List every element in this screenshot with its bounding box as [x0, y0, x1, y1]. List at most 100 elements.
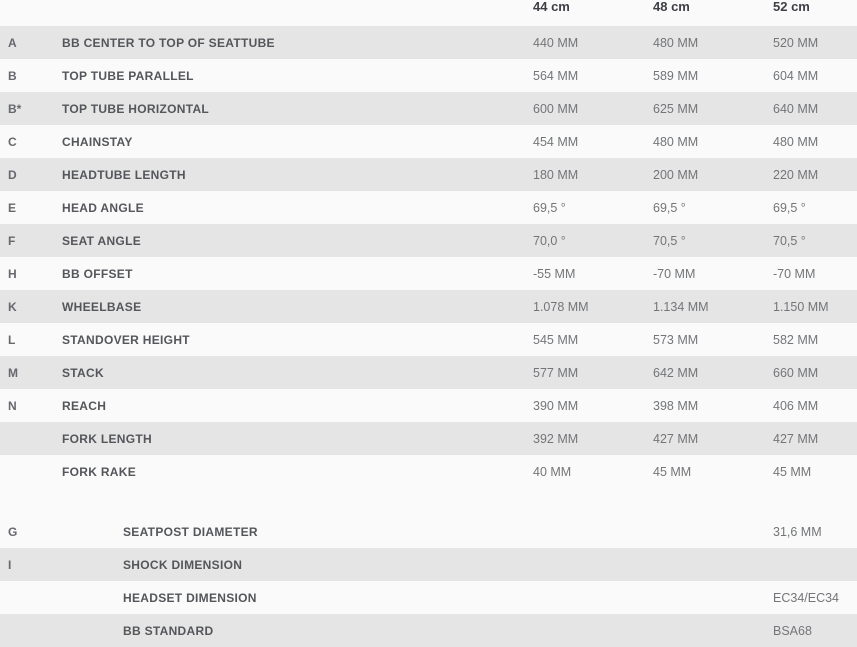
row-value: 390 MM — [533, 398, 579, 413]
row-value: 480 MM — [653, 134, 699, 149]
component-row: HEADSET DIMENSION EC34/EC34 — [0, 581, 857, 614]
row-letter: E — [8, 200, 17, 215]
row-value: 406 MM — [773, 398, 819, 413]
geometry-row: L STANDOVER HEIGHT 545 MM 573 MM 582 MM — [0, 323, 857, 356]
geometry-table: 44 cm 48 cm 52 cm A BB CENTER TO TOP OF … — [0, 0, 857, 488]
row-label: STACK — [62, 365, 104, 380]
row-value: 600 MM — [533, 101, 579, 116]
row-value: 69,5 ° — [653, 200, 686, 215]
component-row: G SEATPOST DIAMETER 31,6 MM — [0, 515, 857, 548]
row-value: 398 MM — [653, 398, 699, 413]
row-value: 180 MM — [533, 167, 579, 182]
row-label: CHAINSTAY — [62, 134, 133, 149]
row-letter: G — [8, 524, 18, 539]
row-value: 1.134 MM — [653, 299, 709, 314]
row-label: STANDOVER HEIGHT — [62, 332, 190, 347]
geometry-row: B* TOP TUBE HORIZONTAL 600 MM 625 MM 640… — [0, 92, 857, 125]
row-value: 545 MM — [533, 332, 579, 347]
row-value: 69,5 ° — [773, 200, 806, 215]
row-label: TOP TUBE HORIZONTAL — [62, 101, 210, 116]
size-column-header-44: 44 cm — [533, 0, 570, 14]
row-value: 220 MM — [773, 167, 819, 182]
geometry-row: F SEAT ANGLE 70,0 ° 70,5 ° 70,5 ° — [0, 224, 857, 257]
row-letter: I — [8, 557, 12, 572]
row-value: 604 MM — [773, 68, 819, 83]
row-letter: N — [8, 398, 17, 413]
size-header-row: 44 cm 48 cm 52 cm — [0, 0, 857, 26]
row-value: 582 MM — [773, 332, 819, 347]
row-label: FORK RAKE — [62, 464, 137, 479]
row-label: BB STANDARD — [123, 623, 214, 638]
row-label: REACH — [62, 398, 107, 413]
row-letter: F — [8, 233, 16, 248]
row-letter: H — [8, 266, 17, 281]
component-row: I SHOCK DIMENSION — [0, 548, 857, 581]
size-column-header-48: 48 cm — [653, 0, 690, 14]
row-value: EC34/EC34 — [773, 590, 840, 605]
row-value: 564 MM — [533, 68, 579, 83]
row-value: 642 MM — [653, 365, 699, 380]
row-letter: M — [8, 365, 18, 380]
row-value: -70 MM — [773, 266, 816, 281]
row-value: 1.150 MM — [773, 299, 829, 314]
row-letter: B — [8, 68, 17, 83]
row-value: BSA68 — [773, 623, 812, 638]
row-value: 69,5 ° — [533, 200, 566, 215]
geometry-row: K WHEELBASE 1.078 MM 1.134 MM 1.150 MM — [0, 290, 857, 323]
components-table-body: G SEATPOST DIAMETER 31,6 MM I SHOCK DIME… — [0, 515, 857, 647]
geometry-row: FORK LENGTH 392 MM 427 MM 427 MM — [0, 422, 857, 455]
row-value: 31,6 MM — [773, 524, 822, 539]
row-letter: L — [8, 332, 16, 347]
row-value: 1.078 MM — [533, 299, 589, 314]
geometry-row: H BB OFFSET -55 MM -70 MM -70 MM — [0, 257, 857, 290]
row-value: 480 MM — [653, 35, 699, 50]
row-label: TOP TUBE PARALLEL — [62, 68, 194, 83]
row-value: 589 MM — [653, 68, 699, 83]
row-value: 640 MM — [773, 101, 819, 116]
geometry-row: FORK RAKE 40 MM 45 MM 45 MM — [0, 455, 857, 488]
geometry-table-body: A BB CENTER TO TOP OF SEATTUBE 440 MM 48… — [0, 26, 857, 488]
geometry-row: A BB CENTER TO TOP OF SEATTUBE 440 MM 48… — [0, 26, 857, 59]
row-value: 427 MM — [653, 431, 699, 446]
row-value: 454 MM — [533, 134, 579, 149]
size-column-header-52: 52 cm — [773, 0, 810, 14]
row-value: 70,5 ° — [653, 233, 686, 248]
geometry-row: B TOP TUBE PARALLEL 564 MM 589 MM 604 MM — [0, 59, 857, 92]
row-letter: A — [8, 35, 17, 50]
row-label: HEAD ANGLE — [62, 200, 144, 215]
row-value: 480 MM — [773, 134, 819, 149]
component-row: BB STANDARD BSA68 — [0, 614, 857, 647]
row-value: 45 MM — [773, 464, 812, 479]
row-value: 70,0 ° — [533, 233, 566, 248]
row-value: 440 MM — [533, 35, 579, 50]
geometry-row: N REACH 390 MM 398 MM 406 MM — [0, 389, 857, 422]
geometry-row: D HEADTUBE LENGTH 180 MM 200 MM 220 MM — [0, 158, 857, 191]
row-value: 427 MM — [773, 431, 819, 446]
row-value: 625 MM — [653, 101, 699, 116]
row-value: 573 MM — [653, 332, 699, 347]
geometry-row: C CHAINSTAY 454 MM 480 MM 480 MM — [0, 125, 857, 158]
row-value: -55 MM — [533, 266, 576, 281]
row-value: 577 MM — [533, 365, 579, 380]
row-value: 660 MM — [773, 365, 819, 380]
row-label: BB OFFSET — [62, 266, 133, 281]
row-label: HEADTUBE LENGTH — [62, 167, 186, 182]
row-letter: C — [8, 134, 17, 149]
row-letter: B* — [8, 101, 22, 116]
row-value: 392 MM — [533, 431, 579, 446]
row-label: BB CENTER TO TOP OF SEATTUBE — [62, 35, 275, 50]
row-label: FORK LENGTH — [62, 431, 152, 446]
row-letter: D — [8, 167, 17, 182]
row-label: WHEELBASE — [62, 299, 142, 314]
geometry-row: M STACK 577 MM 642 MM 660 MM — [0, 356, 857, 389]
components-table: G SEATPOST DIAMETER 31,6 MM I SHOCK DIME… — [0, 515, 857, 647]
row-value: 70,5 ° — [773, 233, 806, 248]
row-letter: K — [8, 299, 17, 314]
row-value: 45 MM — [653, 464, 692, 479]
row-label: SHOCK DIMENSION — [123, 557, 243, 572]
row-value: -70 MM — [653, 266, 696, 281]
row-value: 40 MM — [533, 464, 572, 479]
table-gap — [0, 488, 857, 515]
row-label: HEADSET DIMENSION — [123, 590, 257, 605]
